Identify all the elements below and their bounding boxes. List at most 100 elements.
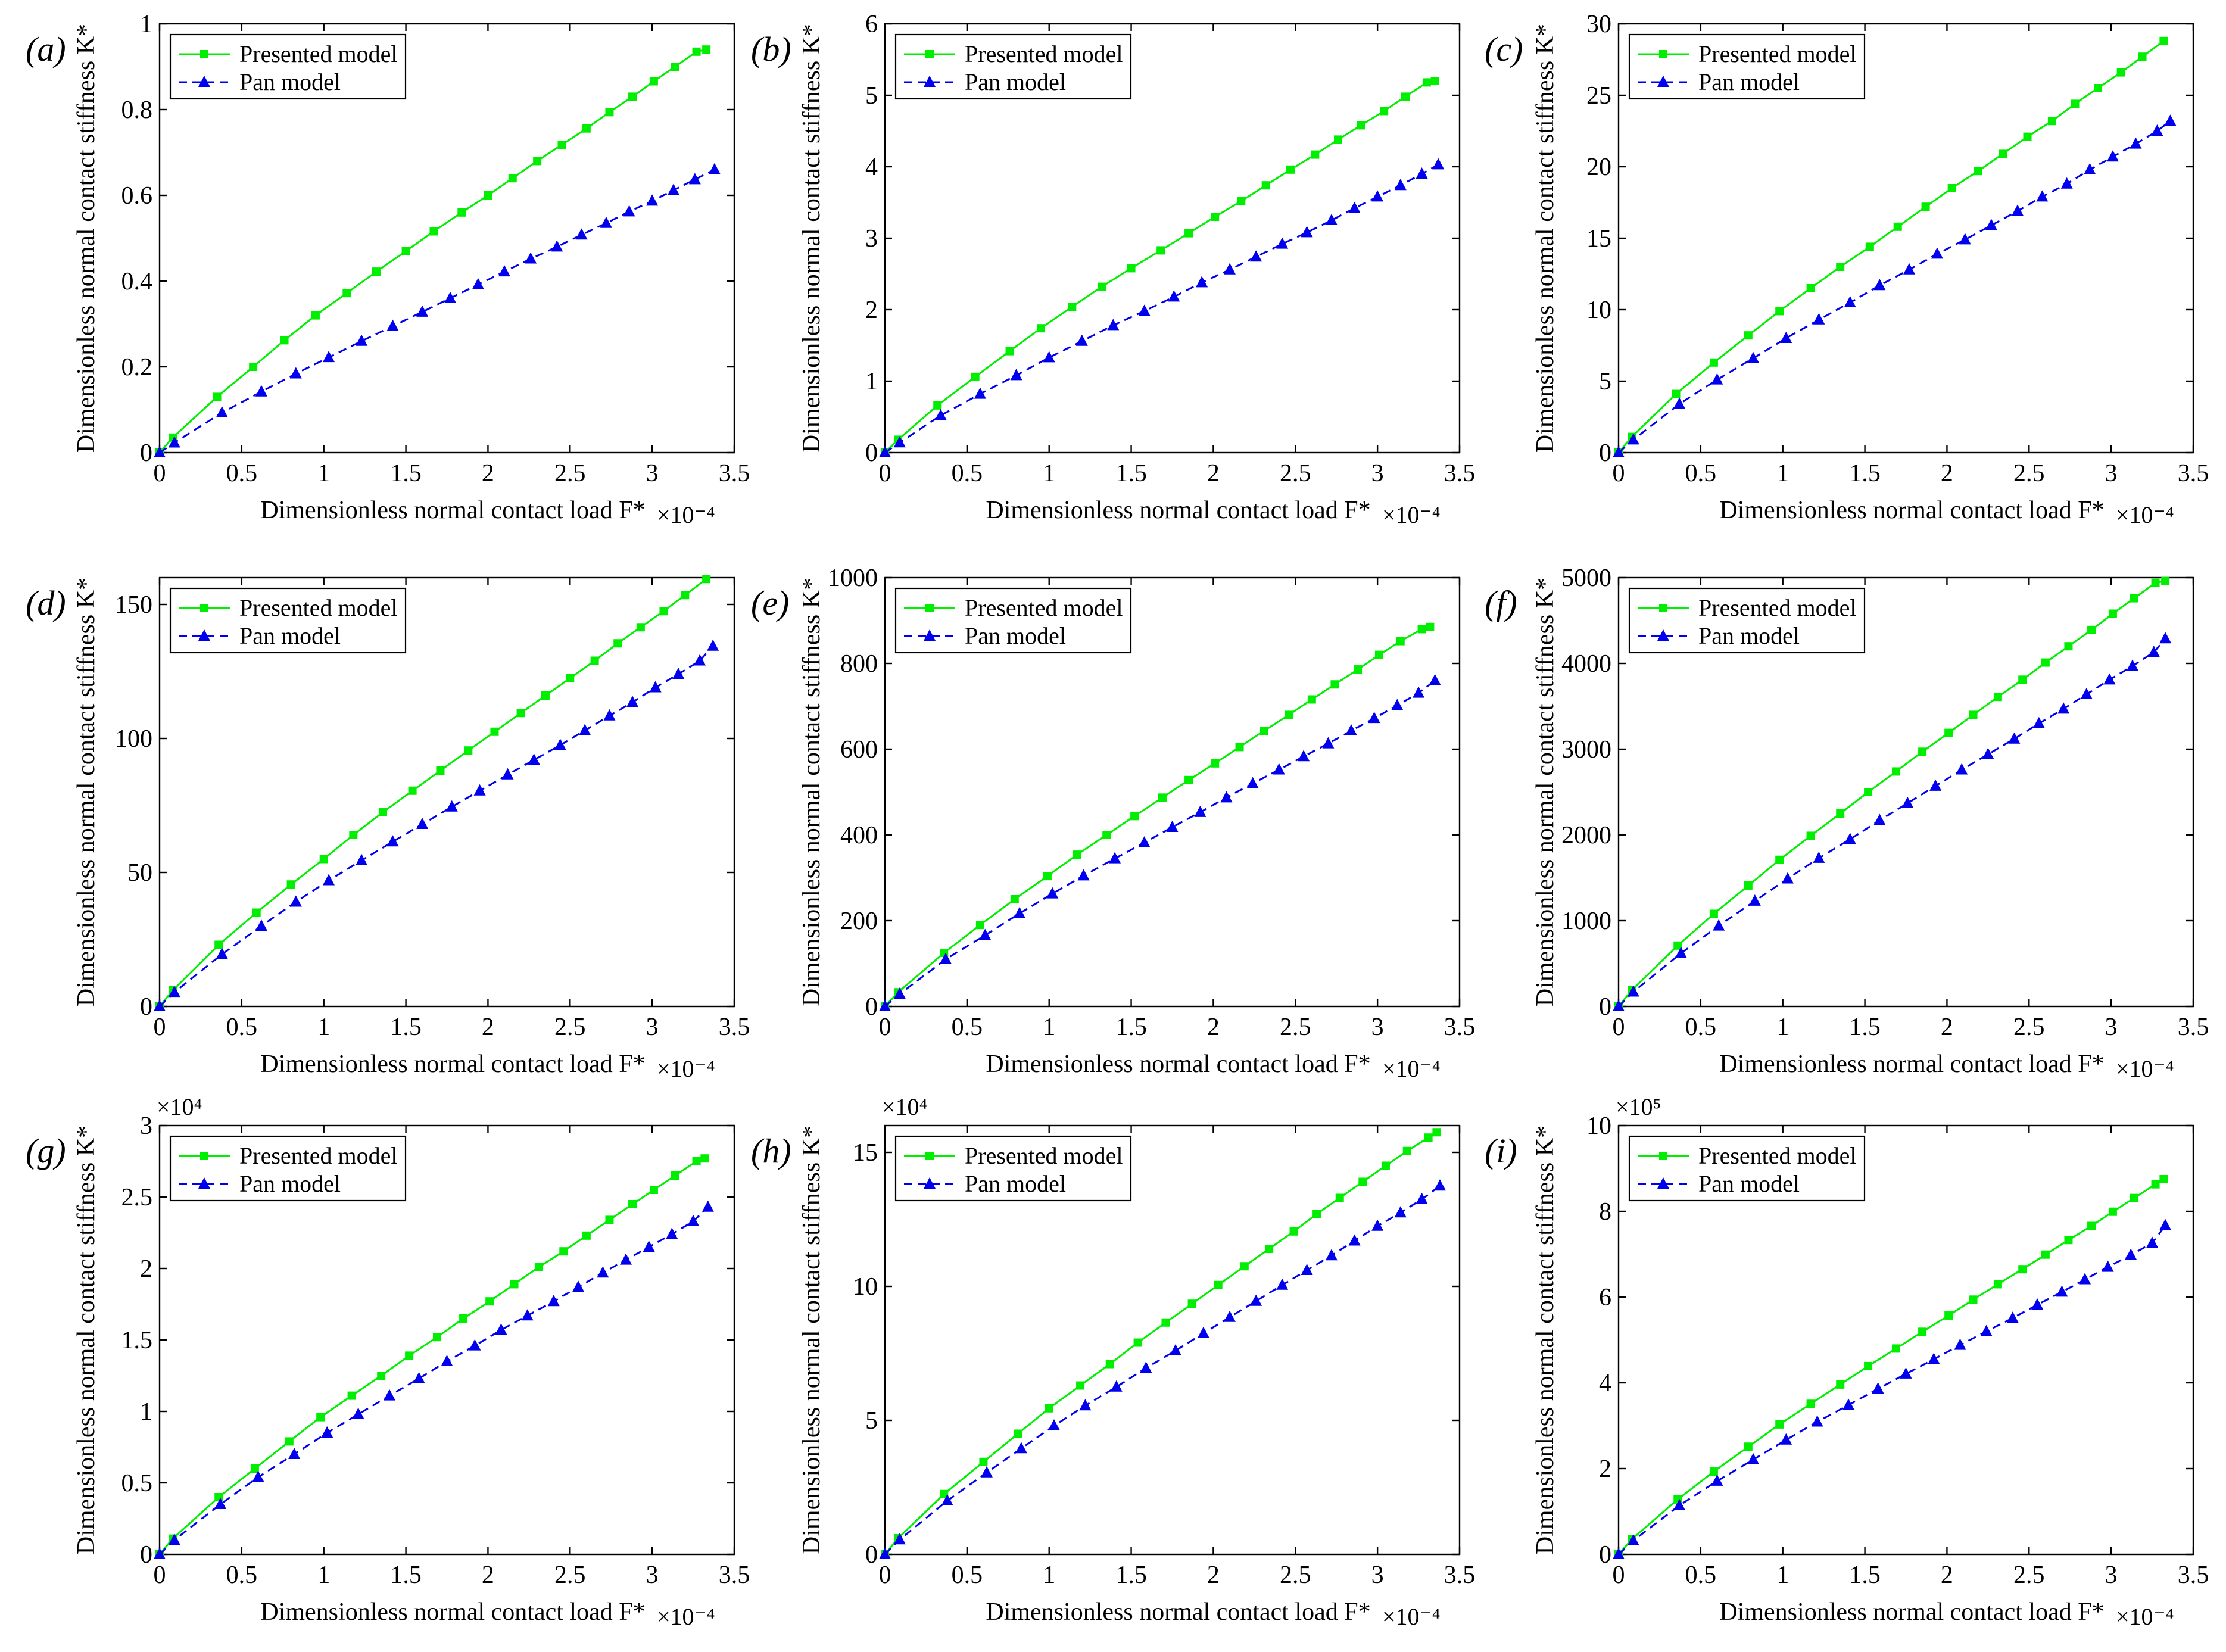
- y-tick-label: 0: [1599, 440, 1611, 467]
- pan-model-point: [1010, 369, 1022, 381]
- pan-model-point: [2126, 659, 2138, 671]
- x-tick-label: 3.5: [1444, 1561, 1476, 1589]
- chart-panel-i: 0 0.5 1 1.5 2 2.5 3 3.5 0 2 4 6 8 10 Dimensionless nor…: [1485, 1093, 2209, 1630]
- y-tick-label: 0: [1599, 1541, 1611, 1569]
- y-tick-label: 2.5: [121, 1184, 153, 1211]
- presented-model-point: [2108, 1207, 2117, 1216]
- y-tick-label: 3: [140, 1112, 152, 1140]
- pan-model-point: [1224, 263, 1236, 275]
- legend-box: [169, 33, 407, 100]
- presented-model-point: [692, 1157, 701, 1165]
- pan-model-point: [940, 952, 952, 964]
- x-tick-label: 0.5: [952, 1014, 983, 1041]
- x-tick-label: 3.5: [1444, 1014, 1476, 1041]
- y-tick-label: 1.5: [121, 1327, 153, 1354]
- pan-model-point: [1985, 219, 1997, 230]
- legend-pan-label: Pan model: [965, 68, 1066, 95]
- presented-model-point: [1744, 331, 1753, 340]
- presented-model-point: [1158, 793, 1167, 802]
- pan-model-point: [2102, 1260, 2114, 1272]
- presented-model-point: [1709, 909, 1718, 918]
- legend-presented-swatch-marker: [925, 604, 934, 612]
- presented-model-point: [2023, 132, 2032, 141]
- presented-model-point: [1105, 1360, 1114, 1369]
- presented-model-point: [1673, 941, 1682, 950]
- pan-model-point: [1711, 373, 1723, 385]
- legend-box: [894, 1135, 1132, 1202]
- presented-model-point: [1133, 1338, 1142, 1347]
- pan-model-point: [1903, 263, 1916, 275]
- plot-area-frame: [884, 576, 1461, 1008]
- x-tick-label: 0: [154, 1014, 166, 1041]
- pan-model-point: [1298, 750, 1310, 762]
- presented-model-point: [1836, 263, 1845, 271]
- pan-model-point: [1748, 894, 1761, 906]
- y-tick-label: 600: [840, 736, 878, 763]
- pan-model-point: [2151, 124, 2163, 136]
- pan-model-point: [1394, 1206, 1407, 1218]
- x-tick-label: 1: [1043, 1014, 1055, 1041]
- x-tick-label: 3: [646, 1561, 659, 1589]
- x-axis-multiplier: ×10⁻⁴: [657, 1603, 715, 1630]
- pan-model-point: [469, 1339, 481, 1351]
- x-axis-label: Dimensionless normal contact load F*: [1719, 1051, 2104, 1078]
- x-axis-multiplier: ×10⁻⁴: [1382, 501, 1441, 528]
- pan-model-point: [216, 406, 228, 418]
- presented-model-point: [401, 247, 410, 255]
- legend-pan-swatch-marker: [198, 629, 210, 641]
- presented-model-point: [319, 855, 328, 864]
- pan-model-point: [1138, 304, 1151, 316]
- pan-model-point: [551, 240, 563, 252]
- y-tick-label: 1: [865, 368, 878, 395]
- x-tick-label: 0.5: [226, 1561, 258, 1589]
- pan-model-point: [623, 205, 635, 217]
- pan-model-point: [1220, 791, 1233, 803]
- pan-model-point: [1413, 686, 1425, 698]
- legend-presented-swatch-marker: [1659, 1152, 1667, 1160]
- presented-model-point: [700, 1154, 709, 1163]
- x-axis-label: Dimensionless normal contact load F*: [260, 497, 645, 524]
- presented-model-point: [484, 191, 492, 200]
- pan-model-point: [694, 654, 706, 666]
- pan-model-line: [1617, 638, 2166, 1008]
- presented-model-point: [1333, 135, 1342, 144]
- presented-model-point: [408, 786, 417, 795]
- legend-presented-swatch-marker: [1659, 50, 1667, 58]
- pan-model-point: [352, 1407, 364, 1419]
- x-axis-multiplier: ×10⁻⁴: [1382, 1603, 1441, 1630]
- x-tick-label: 3: [2105, 1014, 2118, 1041]
- pan-model-point: [2146, 1236, 2159, 1248]
- legend-presented-label: Presented model: [1698, 40, 1857, 67]
- y-tick-label: 4: [865, 154, 878, 181]
- pan-model-point: [1322, 737, 1335, 749]
- y-tick-label: 0: [140, 1541, 152, 1569]
- pan-model-point: [1301, 226, 1313, 238]
- x-tick-label: 0: [1613, 1561, 1625, 1589]
- legend-pan-label: Pan model: [965, 622, 1066, 649]
- pan-model-point: [2125, 1248, 2137, 1260]
- pan-model-point: [603, 709, 616, 721]
- y-axis-label: Dimensionless normal contact stiffness K…: [73, 1126, 100, 1554]
- x-tick-label: 1.5: [390, 460, 422, 487]
- pan-model-point: [1345, 724, 1358, 736]
- presented-model-point: [1214, 1280, 1223, 1289]
- pan-model-point: [1301, 1264, 1313, 1275]
- pan-model-point: [934, 409, 947, 420]
- presented-model-point: [2018, 1265, 2027, 1274]
- x-tick-label: 3: [646, 460, 659, 487]
- pan-model-point: [521, 1309, 534, 1321]
- presented-model-point: [534, 1263, 543, 1271]
- pan-model-point: [214, 1498, 227, 1509]
- pan-model-point: [1416, 1192, 1428, 1204]
- presented-model-point: [2108, 609, 2117, 618]
- presented-model-point: [1430, 77, 1439, 85]
- presented-model-point: [1045, 1404, 1053, 1413]
- presented-model-point: [377, 1372, 386, 1380]
- plot-area-frame: [1617, 1124, 2194, 1556]
- y-tick-label: 1000: [1561, 908, 1611, 935]
- presented-model-point: [1312, 1210, 1321, 1218]
- pan-model-point: [879, 446, 891, 457]
- pan-model-point: [356, 853, 368, 865]
- x-tick-label: 1: [1776, 460, 1789, 487]
